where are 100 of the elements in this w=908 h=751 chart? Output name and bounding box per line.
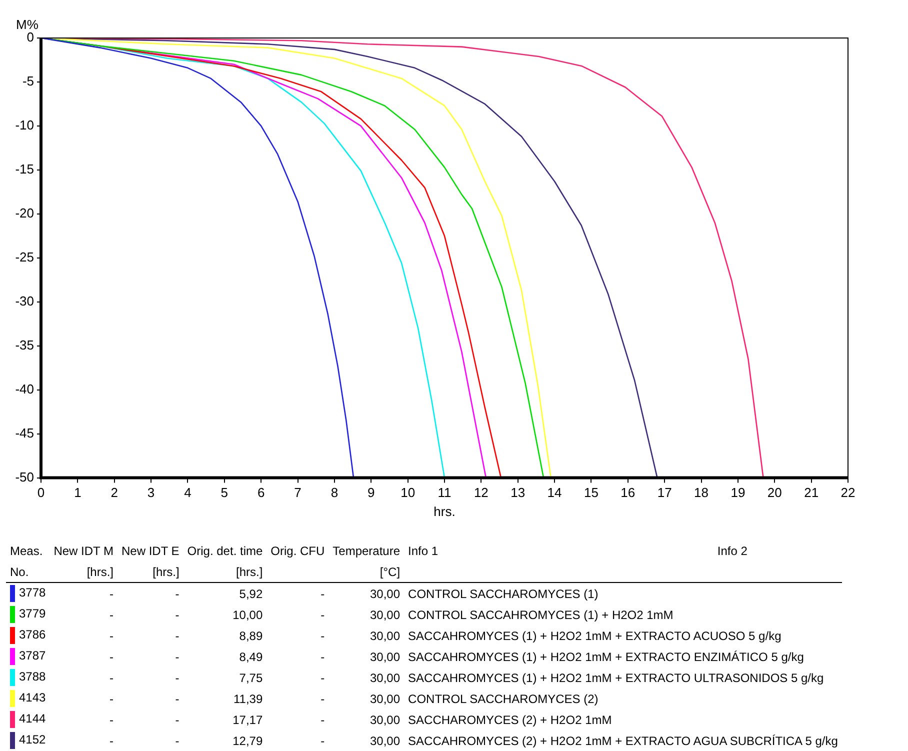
x-tick-label: 10: [400, 485, 416, 500]
y-tick-label: -30: [15, 293, 34, 308]
y-tick-label: -25: [15, 249, 34, 264]
text: 7,75: [238, 670, 264, 686]
text: -: [320, 712, 326, 728]
text: 30,00: [369, 732, 402, 750]
text: -: [108, 670, 114, 686]
text: -: [108, 690, 114, 708]
x-tick-label: 1: [74, 485, 82, 500]
x-tick-label: 18: [694, 485, 709, 500]
legend-label: 3787: [18, 648, 47, 665]
text: -: [320, 628, 326, 644]
x-tick-label: 16: [620, 485, 636, 500]
text: SACCAHROMYCES (2) + H2O2 1mM + EXTRACTO AGUA SUBCRÍTICA 5 g/kg: [407, 732, 839, 750]
text: -: [320, 648, 326, 666]
x-axis-title: hrs.: [434, 504, 456, 519]
text: -: [174, 648, 180, 666]
y-tick-label: 0: [26, 30, 34, 45]
text: [°C]: [328, 561, 404, 582]
x-tick-label: 0: [37, 485, 45, 500]
text: 17,17: [232, 712, 264, 728]
text: 30,00: [369, 648, 402, 666]
x-tick-label: 8: [330, 485, 338, 500]
text: CONTROL SACCAHROMYCES (1) + H2O2 1mM: [407, 606, 674, 624]
text: -: [174, 690, 180, 708]
text: -: [174, 732, 180, 750]
text: CONTROL SACCHAROMYCES (2): [407, 690, 600, 708]
text: Temperature: [332, 542, 402, 560]
x-tick-label: 15: [584, 485, 598, 500]
x-tick-label: 7: [294, 485, 302, 500]
x-tick-label: 3: [147, 485, 155, 500]
text: [hrs.]: [118, 561, 184, 582]
text: 10,00: [232, 606, 264, 624]
y-tick-label: -20: [15, 206, 34, 220]
text: -: [174, 712, 180, 728]
x-tick-label: 11: [438, 485, 452, 500]
legend-label: 4144: [18, 710, 47, 728]
text: -: [108, 586, 114, 602]
text: New IDT M: [52, 542, 114, 560]
text: 5,92: [238, 586, 264, 602]
y-tick-label: -15: [15, 162, 34, 177]
x-tick-label: 19: [730, 485, 746, 500]
legend-label: 4143: [18, 690, 47, 707]
legend-label: 3786: [18, 626, 47, 644]
y-tick-label: -5: [22, 74, 34, 89]
text: [hrs.]: [183, 561, 267, 582]
x-tick-label: 20: [767, 485, 782, 500]
legend-label: 3788: [18, 668, 47, 686]
text: Meas.: [9, 542, 44, 560]
text: -: [108, 648, 114, 666]
text: SACCAHROMYCES (1) + H2O2 1mM + EXTRACTO ULTRASONIDOS 5 g/kg: [407, 670, 825, 686]
text: Info 1: [407, 542, 440, 560]
text: Orig. det. time: [186, 542, 264, 560]
x-tick-label: 22: [840, 485, 856, 500]
x-tick-label: 4: [184, 485, 192, 500]
x-tick-label: 2: [110, 485, 118, 500]
x-tick-label: 14: [547, 485, 562, 500]
y-tick-label: -10: [15, 118, 34, 133]
text: -: [320, 586, 326, 602]
legend-label: 4152: [18, 732, 47, 749]
text: -: [108, 628, 114, 644]
text: CONTROL SACCHAROMYCES (1): [407, 586, 600, 602]
text: 8,89: [238, 628, 264, 644]
y-tick-label: -35: [15, 337, 34, 352]
text: 30,00: [369, 628, 402, 644]
text: SACCHAROMYCES (2) + H2O2 1mM: [407, 712, 613, 728]
text: Info 2: [716, 542, 748, 560]
text: -: [174, 606, 180, 624]
text: -: [320, 606, 326, 624]
text: -: [320, 732, 326, 750]
text: -: [108, 606, 114, 624]
x-tick-label: 6: [257, 485, 265, 500]
text: 30,00: [369, 670, 402, 686]
x-tick-label: 5: [220, 485, 228, 500]
text: 30,00: [369, 690, 402, 708]
text: -: [174, 628, 180, 644]
text: 12,79: [232, 732, 264, 750]
text: SACCAHROMYCES (1) + H2O2 1mM + EXTRACTO ENZIMÁTICO 5 g/kg: [407, 648, 805, 666]
y-axis-title: M%: [16, 17, 39, 32]
text: -: [320, 670, 326, 686]
text: Orig. CFU: [270, 542, 326, 560]
text: -: [174, 670, 180, 686]
text: 30,00: [369, 606, 402, 624]
x-tick-label: 9: [368, 485, 375, 500]
text: -: [174, 586, 180, 602]
x-tick-label: 21: [804, 485, 819, 500]
text: 30,00: [369, 586, 402, 602]
legend-label: 3779: [18, 606, 47, 623]
text: -: [320, 690, 326, 708]
y-tick-label: -40: [15, 381, 34, 396]
text: -: [108, 712, 114, 728]
text: 30,00: [369, 712, 402, 728]
x-tick-label: 17: [657, 485, 672, 500]
text: 11,39: [232, 690, 264, 708]
text: [hrs.]: [50, 561, 118, 582]
y-tick-label: -45: [15, 425, 34, 440]
x-tick-label: 12: [474, 485, 488, 500]
text: New IDT E: [120, 542, 180, 560]
x-tick-label: 13: [510, 485, 526, 500]
text: No.: [6, 561, 50, 582]
